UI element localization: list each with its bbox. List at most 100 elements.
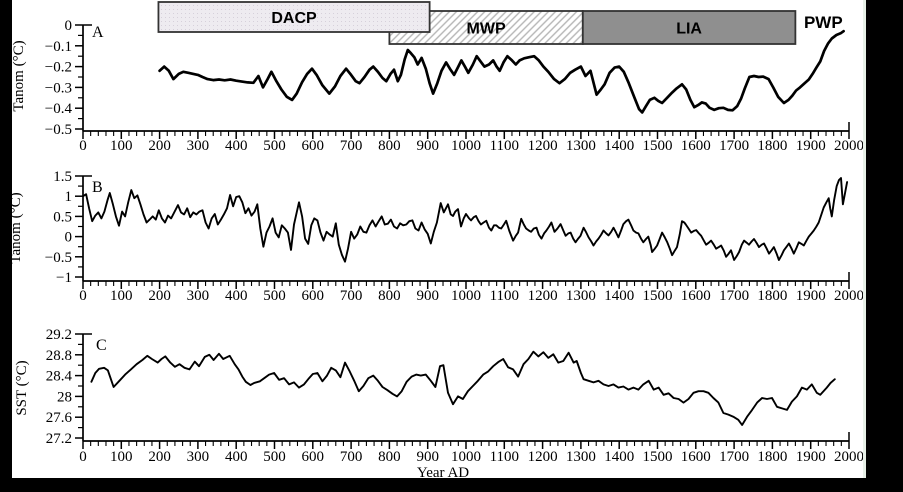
panel-a-y-tick-label: −0.5: [45, 122, 72, 138]
panel-b-letter: B: [92, 179, 103, 196]
panel-c-x-tick-label: 100: [110, 449, 133, 465]
panel-a-x-tick-label: 1200: [528, 138, 558, 154]
lia-period-bar-label: LIA: [676, 21, 702, 38]
panel-c-x-tick-label: 2000: [834, 449, 864, 465]
panel-c-y-tick-label: 27.2: [46, 431, 72, 447]
panel-b-x-tick-label: 2000: [834, 288, 864, 304]
panel-b-y-tick-label: 0: [65, 230, 73, 246]
panel-a-x-tick-label: 600: [302, 138, 325, 154]
panel-c-y-ticks: 29.2 28.8 28.4 28 27.6 27.2: [46, 327, 83, 447]
panel-c-x-tick-label: 1700: [719, 449, 749, 465]
panel-b-x-tick-label: 1500: [643, 288, 673, 304]
panel-a-x-tick-label: 1800: [757, 138, 787, 154]
panel-c-x-tick-label: 500: [263, 449, 286, 465]
panel-c-x-tick-label: 1800: [757, 449, 787, 465]
lia-period-bar: LIA: [581, 10, 797, 45]
panel-a-x-tick-label: 2000: [834, 138, 864, 154]
panel-a-x-tick-label: 500: [263, 138, 286, 154]
panel-a-x-tick-label: 1000: [451, 138, 481, 154]
panel-a-y-ticks: 0 −0.1 −0.2 −0.3 −0.4 −0.5: [45, 18, 83, 138]
panel-a-y-tick-label: 0: [65, 18, 73, 34]
panel-b-x-tick-label: 100: [110, 288, 133, 304]
right-black-margin: [866, 0, 903, 492]
panel-a-y-tick-label: −0.2: [45, 60, 72, 76]
panel-c-x-tick-label: 1900: [796, 449, 826, 465]
dacp-period-bar-label: DACP: [271, 10, 317, 27]
panel-b-x-tick-label: 900: [416, 288, 439, 304]
panel-c-x-ticks: 0 100 200 300 400 500 600 700 800 900 1000 1100 1200…: [79, 441, 864, 465]
panel-a-x-tick-label: 1700: [719, 138, 749, 154]
panel-b-x-tick-label: 500: [263, 288, 286, 304]
panel-c-x-tick-label: 1300: [566, 449, 596, 465]
mwp-period-bar-label: MWP: [467, 21, 506, 38]
panel-a-x-tick-label: 800: [378, 138, 401, 154]
x-axis-title: Year AD: [417, 465, 469, 481]
panel-c-x-tick-label: 900: [416, 449, 439, 465]
panel-a-x-tick-label: 100: [110, 138, 133, 154]
panel-b-x-tick-label: 1600: [681, 288, 711, 304]
dacp-period-bar: DACP: [157, 1, 431, 33]
panel-c-chart: 29.2 28.8 28.4 28 27.6 27.2 0 100 200 300 400 500 60…: [14, 327, 864, 465]
panel-a-x-tick-label: 1100: [490, 138, 519, 154]
panel-c-x-tick-label: 1200: [528, 449, 558, 465]
panel-a-x-tick-label: 1300: [566, 138, 596, 154]
panel-b-x-tick-label: 300: [187, 288, 210, 304]
panel-b-series-line: [82, 177, 849, 263]
panel-a-x-tick-label: 1600: [681, 138, 711, 154]
panel-b-y-tick-label: 1.5: [53, 169, 72, 185]
panel-a-x-tick-label: 1900: [796, 138, 826, 154]
panel-a-series-line: [158, 29, 845, 114]
panel-a-x-tick-label: 1500: [643, 138, 673, 154]
panel-b-x-ticks: 0 100 200 300 400 500 600 700 800 900 1000 1100 1200…: [79, 281, 864, 304]
panel-b-x-tick-label: 1300: [566, 288, 596, 304]
panel-c-y-tick-label: 29.2: [46, 327, 72, 343]
panel-c-x-tick-label: 1600: [681, 449, 711, 465]
panel-c-x-tick-label: 700: [340, 449, 363, 465]
panel-b-chart: 1.5 1 0.5 0 −0.5 −1 0 100 200 300 400 500 600 700 800 9…: [8, 169, 864, 304]
panel-c-x-tick-label: 1000: [451, 449, 481, 465]
panel-b-y-tick-label: 0.5: [53, 209, 72, 225]
panel-b-y-tick-label: 1: [65, 189, 73, 205]
panel-a-x-tick-label: 1400: [604, 138, 634, 154]
panel-b-x-tick-label: 1200: [528, 288, 558, 304]
panel-a-x-tick-label: 400: [225, 138, 248, 154]
panel-c-x-tick-label: 1500: [643, 449, 673, 465]
slide-edge-highlight: [863, 0, 866, 478]
panel-c-letter: C: [96, 337, 107, 354]
period-bars-layer: MWP LIA DACP PWP: [157, 1, 843, 45]
panel-b-y-tick-label: −0.5: [45, 250, 72, 266]
panel-b-x-tick-label: 200: [148, 288, 171, 304]
panel-a-chart: 0 −0.1 −0.2 −0.3 −0.4 −0.5 0 100 200 300 400 500 600…: [11, 18, 864, 154]
panel-c-y-tick-label: 27.6: [46, 410, 73, 426]
panel-b-x-tick-label: 800: [378, 288, 401, 304]
panel-c-x-tick-label: 1100: [490, 449, 519, 465]
panel-c-x-tick-label: 600: [302, 449, 325, 465]
panel-a-y-tick-label: −0.4: [45, 101, 73, 117]
panel-b-x-tick-label: 1400: [604, 288, 634, 304]
panel-a-y-tick-label: −0.3: [45, 80, 72, 96]
panel-c-y-tick-label: 28.4: [46, 369, 73, 385]
panel-c-x-tick-label: 200: [148, 449, 171, 465]
panel-b-x-tick-label: 0: [79, 288, 87, 304]
panel-c-x-tick-label: 400: [225, 449, 248, 465]
panel-b-x-tick-label: 1000: [451, 288, 481, 304]
panel-c-y-tick-label: 28: [57, 389, 72, 405]
panel-c-y-axis-title: SST (°C): [14, 360, 30, 415]
panel-a-y-tick-label: −0.1: [45, 39, 72, 55]
panel-b-x-tick-label: 600: [302, 288, 325, 304]
panel-b-x-tick-label: 1900: [796, 288, 826, 304]
bottom-black-margin: [0, 478, 903, 492]
panel-a-letter: A: [92, 24, 104, 41]
panel-c-y-tick-label: 28.8: [46, 348, 72, 364]
panel-c-series-line: [90, 350, 836, 426]
pwp-period-label: PWP: [804, 13, 843, 32]
panel-a-x-tick-label: 700: [340, 138, 363, 154]
panel-b-x-tick-label: 1700: [719, 288, 749, 304]
panel-b-y-ticks: 1.5 1 0.5 0 −0.5 −1: [45, 169, 83, 286]
panel-b-x-tick-label: 400: [225, 288, 248, 304]
panel-c-x-tick-label: 300: [187, 449, 210, 465]
panel-c-x-tick-label: 800: [378, 449, 401, 465]
panel-a-x-tick-label: 200: [148, 138, 171, 154]
